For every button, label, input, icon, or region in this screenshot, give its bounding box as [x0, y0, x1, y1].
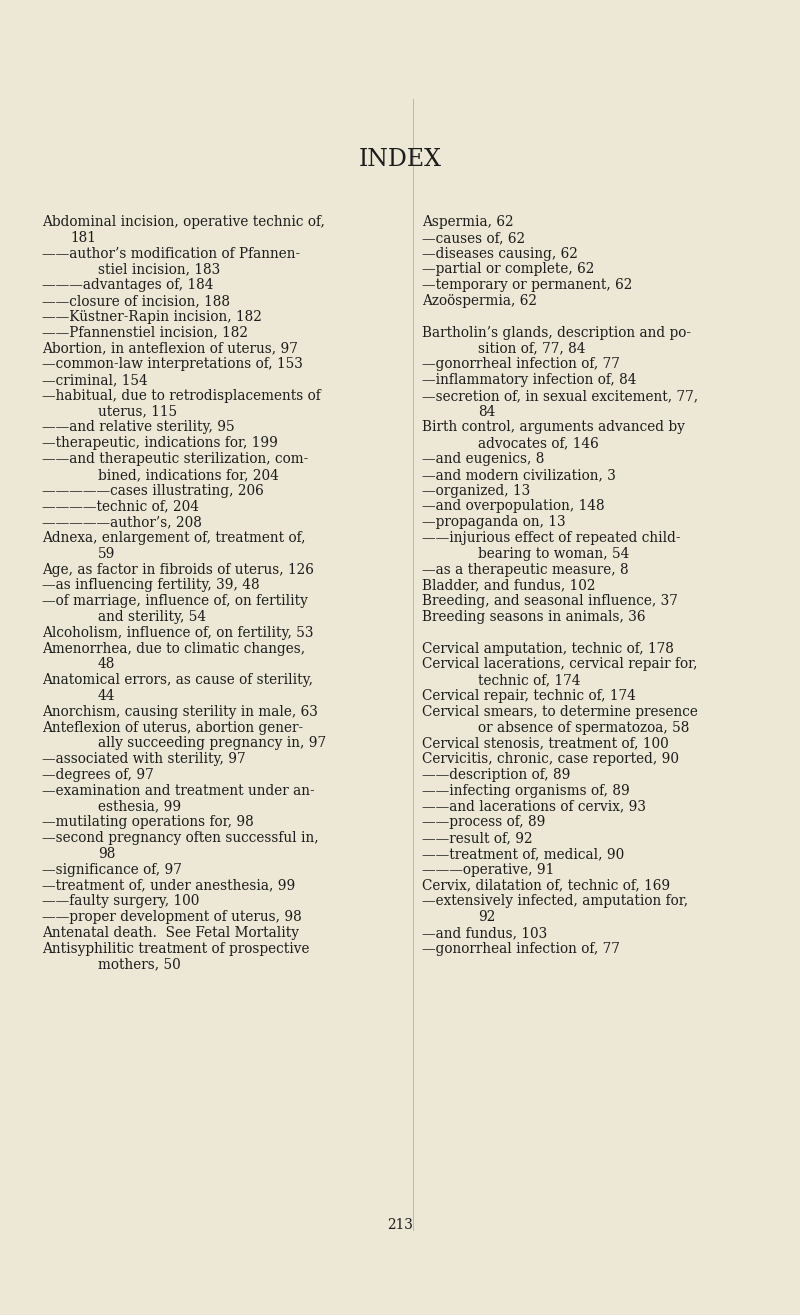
Text: ——Pfannenstiel incision, 182: ——Pfannenstiel incision, 182	[42, 326, 248, 339]
Text: —mutilating operations for, 98: —mutilating operations for, 98	[42, 815, 254, 830]
Text: ——process of, 89: ——process of, 89	[422, 815, 546, 830]
Text: —habitual, due to retrodisplacements of: —habitual, due to retrodisplacements of	[42, 389, 321, 402]
Text: —causes of, 62: —causes of, 62	[422, 231, 525, 245]
Text: Adnexa, enlargement of, treatment of,: Adnexa, enlargement of, treatment of,	[42, 531, 306, 544]
Text: ———advantages of, 184: ———advantages of, 184	[42, 279, 214, 292]
Text: Amenorrhea, due to climatic changes,: Amenorrhea, due to climatic changes,	[42, 642, 305, 656]
Text: 48: 48	[98, 658, 115, 672]
Text: Cervical repair, technic of, 174: Cervical repair, technic of, 174	[422, 689, 636, 704]
Text: Antisyphilitic treatment of prospective: Antisyphilitic treatment of prospective	[42, 942, 310, 956]
Text: 213: 213	[387, 1218, 413, 1232]
Text: Age, as factor in fibroids of uterus, 126: Age, as factor in fibroids of uterus, 12…	[42, 563, 314, 576]
Text: Anorchism, causing sterility in male, 63: Anorchism, causing sterility in male, 63	[42, 705, 318, 719]
Text: ——treatment of, medical, 90: ——treatment of, medical, 90	[422, 847, 624, 861]
Text: Abdominal incision, operative technic of,: Abdominal incision, operative technic of…	[42, 214, 325, 229]
Text: ——Küstner-Rapin incision, 182: ——Küstner-Rapin incision, 182	[42, 310, 262, 323]
Text: —therapeutic, indications for, 199: —therapeutic, indications for, 199	[42, 437, 278, 450]
Text: —criminal, 154: —criminal, 154	[42, 373, 148, 387]
Text: 98: 98	[98, 847, 115, 861]
Text: advocates of, 146: advocates of, 146	[478, 437, 598, 450]
Text: —as a therapeutic measure, 8: —as a therapeutic measure, 8	[422, 563, 629, 576]
Text: 181: 181	[70, 231, 96, 245]
Text: and sterility, 54: and sterility, 54	[98, 610, 206, 625]
Text: Bladder, and fundus, 102: Bladder, and fundus, 102	[422, 579, 595, 592]
Text: ——result of, 92: ——result of, 92	[422, 831, 533, 846]
Text: Abortion, in anteflexion of uterus, 97: Abortion, in anteflexion of uterus, 97	[42, 342, 298, 355]
Text: Azoöspermia, 62: Azoöspermia, 62	[422, 295, 537, 308]
Text: stiel incision, 183: stiel incision, 183	[98, 263, 220, 276]
Text: Anatomical errors, as cause of sterility,: Anatomical errors, as cause of sterility…	[42, 673, 313, 688]
Text: 84: 84	[478, 405, 495, 418]
Text: 92: 92	[478, 910, 495, 924]
Text: —organized, 13: —organized, 13	[422, 484, 530, 497]
Text: —propaganda on, 13: —propaganda on, 13	[422, 515, 566, 529]
Text: ——closure of incision, 188: ——closure of incision, 188	[42, 295, 230, 308]
Text: —degrees of, 97: —degrees of, 97	[42, 768, 154, 782]
Text: Cervix, dilatation of, technic of, 169: Cervix, dilatation of, technic of, 169	[422, 878, 670, 893]
Text: —significance of, 97: —significance of, 97	[42, 863, 182, 877]
Text: ——injurious effect of repeated child-: ——injurious effect of repeated child-	[422, 531, 681, 544]
Text: —as influencing fertility, 39, 48: —as influencing fertility, 39, 48	[42, 579, 260, 592]
Text: —of marriage, influence of, on fertility: —of marriage, influence of, on fertility	[42, 594, 308, 609]
Text: ————technic of, 204: ————technic of, 204	[42, 500, 199, 513]
Text: bined, indications for, 204: bined, indications for, 204	[98, 468, 279, 481]
Text: —extensively infected, amputation for,: —extensively infected, amputation for,	[422, 894, 688, 909]
Text: sition of, 77, 84: sition of, 77, 84	[478, 342, 586, 355]
Text: ——and therapeutic sterilization, com-: ——and therapeutic sterilization, com-	[42, 452, 308, 466]
Text: —and eugenics, 8: —and eugenics, 8	[422, 452, 544, 466]
Text: mothers, 50: mothers, 50	[98, 957, 181, 972]
Text: Cervicitis, chronic, case reported, 90: Cervicitis, chronic, case reported, 90	[422, 752, 679, 767]
Text: —associated with sterility, 97: —associated with sterility, 97	[42, 752, 246, 767]
Text: ———operative, 91: ———operative, 91	[422, 863, 554, 877]
Text: ——and relative sterility, 95: ——and relative sterility, 95	[42, 421, 234, 434]
Text: Anteflexion of uterus, abortion gener-: Anteflexion of uterus, abortion gener-	[42, 721, 303, 735]
Text: Cervical amputation, technic of, 178: Cervical amputation, technic of, 178	[422, 642, 674, 656]
Text: 44: 44	[98, 689, 115, 704]
Text: —gonorrheal infection of, 77: —gonorrheal infection of, 77	[422, 358, 620, 371]
Text: —examination and treatment under an-: —examination and treatment under an-	[42, 784, 314, 798]
Text: —common-law interpretations of, 153: —common-law interpretations of, 153	[42, 358, 303, 371]
Text: —inflammatory infection of, 84: —inflammatory infection of, 84	[422, 373, 637, 387]
Text: Cervical smears, to determine presence: Cervical smears, to determine presence	[422, 705, 698, 719]
Text: —————author’s, 208: —————author’s, 208	[42, 515, 202, 529]
Text: uterus, 115: uterus, 115	[98, 405, 177, 418]
Text: ally succeeding pregnancy in, 97: ally succeeding pregnancy in, 97	[98, 736, 326, 751]
Text: —and modern civilization, 3: —and modern civilization, 3	[422, 468, 616, 481]
Text: Bartholin’s glands, description and po-: Bartholin’s glands, description and po-	[422, 326, 691, 339]
Text: —second pregnancy often successful in,: —second pregnancy often successful in,	[42, 831, 318, 846]
Text: Birth control, arguments advanced by: Birth control, arguments advanced by	[422, 421, 685, 434]
Text: —and fundus, 103: —and fundus, 103	[422, 926, 547, 940]
Text: Cervical lacerations, cervical repair for,: Cervical lacerations, cervical repair fo…	[422, 658, 698, 672]
Text: Cervical stenosis, treatment of, 100: Cervical stenosis, treatment of, 100	[422, 736, 669, 751]
Text: —secretion of, in sexual excitement, 77,: —secretion of, in sexual excitement, 77,	[422, 389, 698, 402]
Text: ——description of, 89: ——description of, 89	[422, 768, 570, 782]
Text: Aspermia, 62: Aspermia, 62	[422, 214, 514, 229]
Text: or absence of spermatozoa, 58: or absence of spermatozoa, 58	[478, 721, 690, 735]
Text: ——author’s modification of Pfannen-: ——author’s modification of Pfannen-	[42, 247, 300, 260]
Text: Breeding seasons in animals, 36: Breeding seasons in animals, 36	[422, 610, 646, 625]
Text: Antenatal death.  See Fetal Mortality: Antenatal death. See Fetal Mortality	[42, 926, 299, 940]
Text: —gonorrheal infection of, 77: —gonorrheal infection of, 77	[422, 942, 620, 956]
Text: —————cases illustrating, 206: —————cases illustrating, 206	[42, 484, 264, 497]
Text: esthesia, 99: esthesia, 99	[98, 800, 181, 814]
Text: technic of, 174: technic of, 174	[478, 673, 581, 688]
Text: ——faulty surgery, 100: ——faulty surgery, 100	[42, 894, 199, 909]
Text: Alcoholism, influence of, on fertility, 53: Alcoholism, influence of, on fertility, …	[42, 626, 314, 640]
Text: 59: 59	[98, 547, 115, 560]
Text: Breeding, and seasonal influence, 37: Breeding, and seasonal influence, 37	[422, 594, 678, 609]
Text: —temporary or permanent, 62: —temporary or permanent, 62	[422, 279, 632, 292]
Text: INDEX: INDEX	[358, 149, 442, 171]
Text: ——and lacerations of cervix, 93: ——and lacerations of cervix, 93	[422, 800, 646, 814]
Text: —treatment of, under anesthesia, 99: —treatment of, under anesthesia, 99	[42, 878, 295, 893]
Text: bearing to woman, 54: bearing to woman, 54	[478, 547, 630, 560]
Text: —diseases causing, 62: —diseases causing, 62	[422, 247, 578, 260]
Text: —and overpopulation, 148: —and overpopulation, 148	[422, 500, 605, 513]
Text: —partial or complete, 62: —partial or complete, 62	[422, 263, 594, 276]
Text: ——proper development of uterus, 98: ——proper development of uterus, 98	[42, 910, 302, 924]
Text: ——infecting organisms of, 89: ——infecting organisms of, 89	[422, 784, 630, 798]
